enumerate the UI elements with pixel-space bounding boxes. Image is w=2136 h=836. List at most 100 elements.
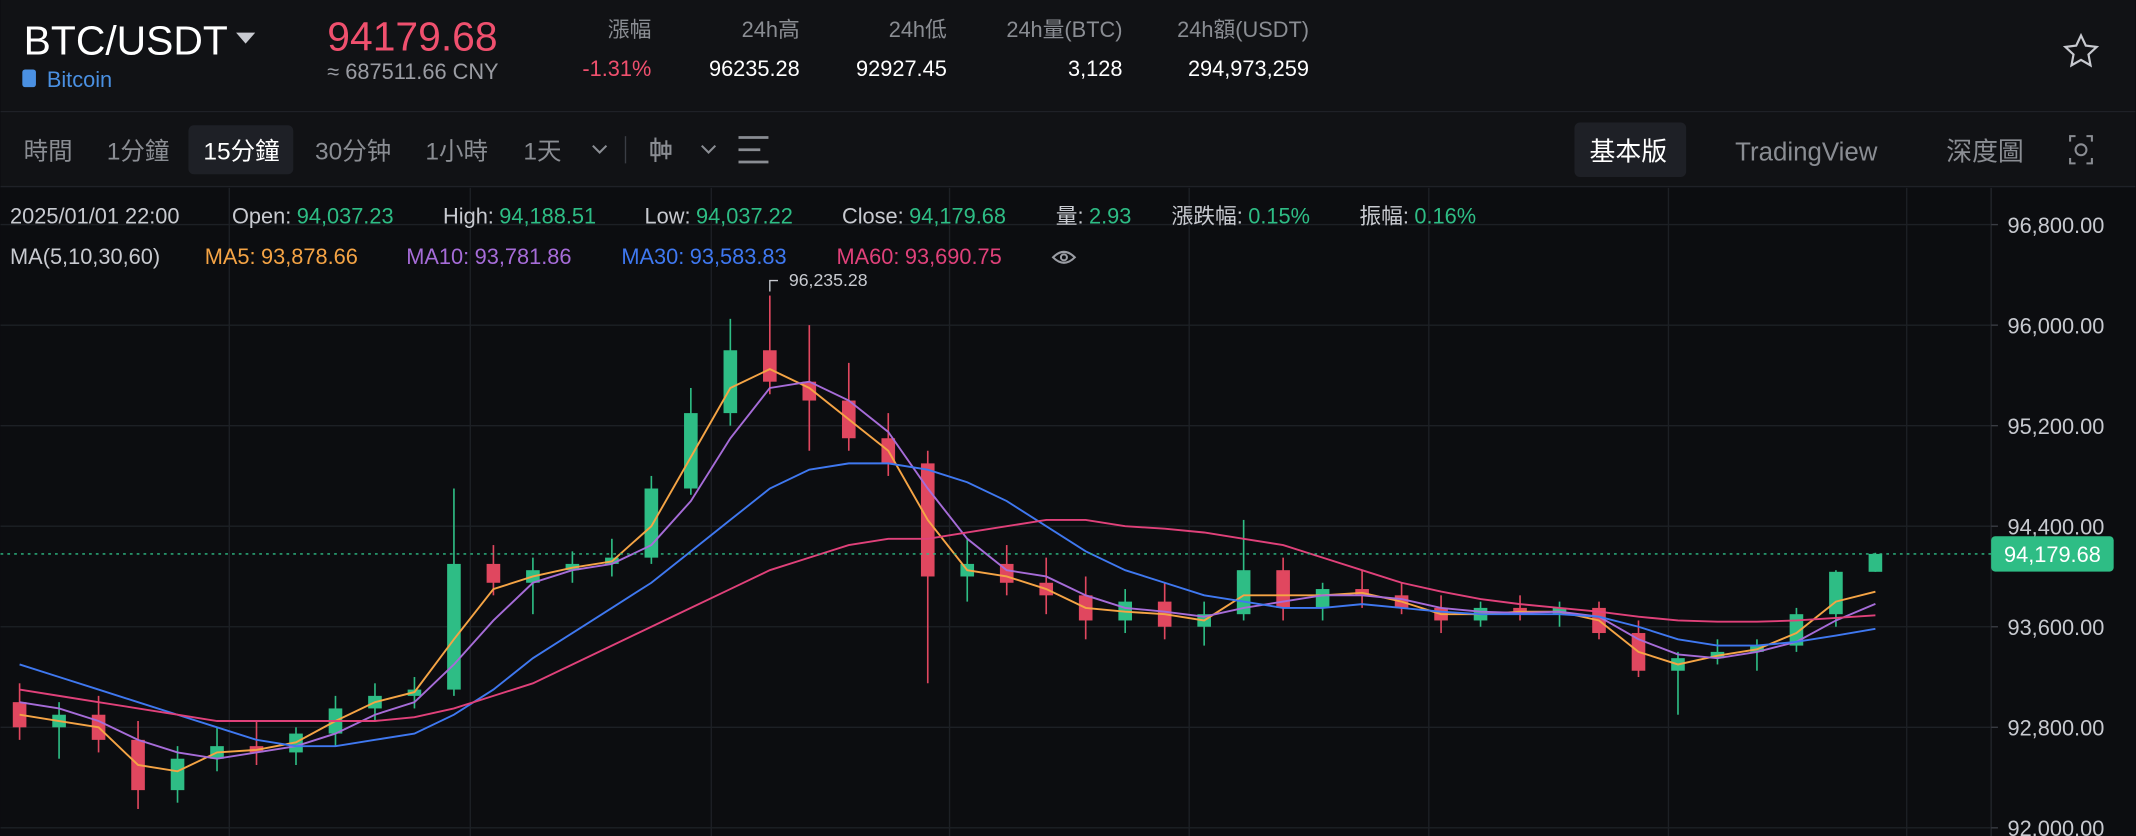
info-field: 漲跌幅: 0.15% bbox=[1171, 203, 1310, 228]
more-caret[interactable] bbox=[592, 144, 608, 154]
y-tick-label: 92,000.00 bbox=[2007, 816, 2104, 836]
ma-name: MA5: bbox=[205, 244, 256, 269]
candle-body bbox=[170, 758, 185, 791]
overlay: 92,000.00 92,800.00 93,600.00 94,400.00 95,2… bbox=[769, 213, 2114, 836]
coin-icon bbox=[22, 69, 36, 88]
selected-view-bg bbox=[1574, 122, 1687, 178]
last-price-label: 94,179.68 bbox=[2004, 542, 2101, 567]
view-tab[interactable]: TradingView bbox=[1735, 139, 1878, 167]
last-price: 94179.68 bbox=[327, 13, 497, 59]
info-label: 振幅: bbox=[1359, 203, 1409, 228]
ma-line bbox=[19, 462, 1876, 748]
info-label: Low: bbox=[645, 203, 691, 228]
info-value: 94,037.22 bbox=[696, 203, 793, 228]
info-field: Low: 94,037.22 bbox=[645, 203, 793, 228]
info-label: High: bbox=[443, 203, 494, 228]
coin-name[interactable]: Bitcoin bbox=[47, 67, 112, 92]
symbol[interactable]: BTC/USDT bbox=[24, 17, 228, 63]
ma-legend: MA60: 93,690.75 bbox=[837, 244, 1002, 269]
info-value: 0.16% bbox=[1414, 203, 1476, 228]
ma-line bbox=[19, 518, 1876, 722]
stat-value: 96235.28 bbox=[709, 56, 800, 81]
ma-name: MA10: bbox=[406, 244, 469, 269]
symbol-caret[interactable] bbox=[236, 32, 256, 44]
info-label: Close: bbox=[842, 203, 904, 228]
interval-tab[interactable]: 30分钟 bbox=[315, 137, 391, 165]
screenshot-icon[interactable] bbox=[2069, 135, 2093, 165]
info-label: Open: bbox=[232, 203, 291, 228]
info-field: High: 94,188.51 bbox=[443, 203, 596, 228]
ma-legend: MA5: 93,878.66 bbox=[205, 244, 358, 269]
last-price-box bbox=[1991, 536, 2114, 572]
candle-body bbox=[1829, 571, 1843, 615]
candle-body bbox=[1276, 570, 1290, 608]
ma-name: MA60: bbox=[837, 244, 900, 269]
info-value: 94,188.51 bbox=[499, 203, 596, 228]
max-pointer bbox=[769, 279, 778, 292]
y-tick-label: 92,800.00 bbox=[2007, 715, 2104, 740]
stat-value: -1.31% bbox=[582, 56, 651, 81]
ma-value: 93,583.83 bbox=[690, 244, 787, 269]
interval-tab[interactable]: 1小時 bbox=[425, 137, 488, 165]
ma-value: 93,690.75 bbox=[905, 244, 1002, 269]
max-label: 96,235.28 bbox=[789, 270, 868, 290]
chart-type-icon[interactable] bbox=[650, 137, 672, 163]
info-value: 94,179.68 bbox=[909, 203, 1006, 228]
info-label: 量: bbox=[1056, 203, 1084, 228]
chart-type-caret[interactable] bbox=[701, 144, 717, 154]
info-field: 量: 2.93 bbox=[1056, 203, 1132, 228]
stat-label: 24h高 bbox=[742, 17, 800, 42]
candle-body bbox=[763, 350, 777, 382]
visibility-icon[interactable] bbox=[1051, 250, 1077, 264]
stat-value: 294,973,259 bbox=[1188, 56, 1309, 81]
ma-name: MA30: bbox=[621, 244, 684, 269]
view-tab[interactable]: 深度圖 bbox=[1946, 138, 2024, 167]
y-tick-label: 96,800.00 bbox=[2007, 213, 2104, 238]
ma-value: 93,878.66 bbox=[261, 244, 358, 269]
candle-body bbox=[723, 350, 738, 414]
info-value: 2.93 bbox=[1089, 203, 1131, 228]
ma-label: MA(5,10,30,60) bbox=[10, 244, 160, 269]
candle-body bbox=[486, 563, 501, 583]
view-tab[interactable]: 基本版 bbox=[1589, 138, 1667, 167]
stat-label: 漲幅 bbox=[608, 17, 652, 42]
y-tick-label: 96,000.00 bbox=[2007, 313, 2104, 338]
stat-label: 24h低 bbox=[889, 17, 947, 42]
y-tick-label: 94,400.00 bbox=[2007, 514, 2104, 539]
stat-value: 3,128 bbox=[1068, 56, 1122, 81]
vertical-grid bbox=[228, 187, 1908, 836]
interval-tab[interactable]: 1分鐘 bbox=[107, 137, 170, 165]
candle-time: 2025/01/01 22:00 bbox=[10, 203, 179, 228]
interval-tab[interactable]: 1天 bbox=[523, 138, 561, 165]
toolbar-bg bbox=[0, 113, 2136, 187]
ma-line bbox=[19, 380, 1876, 760]
info-field: Close: 94,179.68 bbox=[842, 203, 1006, 228]
ma-legend: MA10: 93,781.86 bbox=[406, 244, 571, 269]
header-bg bbox=[0, 0, 2136, 112]
candle-body bbox=[1868, 553, 1883, 572]
candle-body bbox=[447, 563, 461, 690]
candle-body bbox=[684, 413, 698, 489]
favorite-star[interactable] bbox=[2062, 32, 2100, 68]
indicator-icon[interactable] bbox=[738, 136, 769, 164]
y-tick-label: 93,600.00 bbox=[2007, 615, 2104, 640]
stat-label: 24h額(USDT) bbox=[1177, 17, 1309, 42]
info-field: Open: 94,037.23 bbox=[232, 203, 394, 228]
y-tick-label: 95,200.00 bbox=[2007, 414, 2104, 439]
interval-tab[interactable]: 時間 bbox=[24, 137, 73, 165]
selected-interval-bg bbox=[188, 125, 294, 175]
stat-value: 92927.45 bbox=[856, 56, 947, 81]
candle-body bbox=[1236, 570, 1251, 615]
price-cny: ≈ 687511.66 CNY bbox=[327, 59, 499, 84]
info-field: 振幅: 0.16% bbox=[1359, 203, 1476, 228]
info-label: 漲跌幅: bbox=[1171, 203, 1242, 228]
ma-value: 93,781.86 bbox=[475, 244, 572, 269]
interval-tab[interactable]: 15分鐘 bbox=[203, 137, 279, 165]
info-value: 94,037.23 bbox=[297, 203, 394, 228]
candle-body bbox=[1789, 614, 1804, 646]
stat-label: 24h量(BTC) bbox=[1006, 17, 1122, 42]
plot bbox=[0, 223, 1992, 829]
info-value: 0.15% bbox=[1248, 203, 1310, 228]
